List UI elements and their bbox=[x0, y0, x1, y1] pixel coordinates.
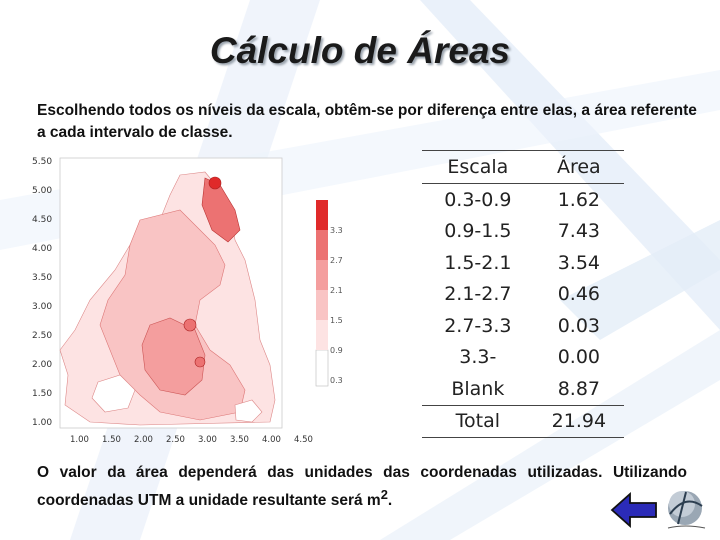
contour-level-2 bbox=[99, 209, 246, 421]
total-value: 21.94 bbox=[533, 404, 624, 438]
colorbar-segment-4 bbox=[316, 230, 328, 260]
colorbar-labels: 3.3 2.7 2.1 1.5 0.9 0.3 bbox=[330, 226, 343, 385]
table-total-row: Total 21.94 bbox=[422, 404, 624, 438]
map-x-tick: 4.50 bbox=[294, 435, 313, 445]
map-x-tick: 1.50 bbox=[102, 435, 121, 445]
back-arrow-icon bbox=[610, 491, 657, 529]
table-row: 2.7-3.3 0.03 bbox=[422, 310, 624, 342]
row-scale: 2.1-2.7 bbox=[444, 283, 512, 306]
map-y-tick: 4.50 bbox=[32, 215, 52, 225]
contour-peak-center bbox=[194, 356, 206, 368]
map-colorbar bbox=[315, 200, 329, 387]
map-x-tick: 2.50 bbox=[166, 435, 185, 445]
map-y-tick: 5.00 bbox=[32, 186, 52, 196]
map-y-tick: 4.00 bbox=[32, 244, 52, 254]
intro-text: Escolhendo todos os níveis da escala, ob… bbox=[37, 102, 697, 141]
row-area: 3.54 bbox=[557, 251, 600, 274]
contour-level-4 bbox=[201, 177, 241, 243]
map-x-tick: 4.00 bbox=[262, 435, 281, 445]
map-x-tick: 3.00 bbox=[198, 435, 217, 445]
outro-text: O valor da área dependerá das unidades d… bbox=[37, 462, 687, 512]
contour-peak-top bbox=[208, 176, 222, 190]
total-label: Total bbox=[422, 404, 534, 438]
map-x-tick-labels: 1.00 1.50 2.00 2.50 3.00 3.50 4.00 4.50 bbox=[70, 435, 313, 445]
row-scale: 2.7-3.3 bbox=[444, 314, 512, 337]
slide-title: Cálculo de Áreas bbox=[209, 30, 511, 71]
row-scale: 0.9-1.5 bbox=[444, 220, 512, 243]
header-area: Área bbox=[533, 150, 624, 184]
row-area: 0.00 bbox=[557, 346, 600, 369]
colorbar-label: 0.3 bbox=[330, 376, 343, 385]
table-row: 1.5-2.1 3.54 bbox=[422, 247, 624, 279]
colorbar-label: 0.9 bbox=[330, 346, 343, 355]
row-area: 0.03 bbox=[557, 314, 600, 337]
outro-text-main: O valor da área dependerá das unidades d… bbox=[37, 464, 687, 510]
outro-superscript: 2 bbox=[380, 487, 388, 502]
row-scale: 3.3- bbox=[459, 346, 497, 369]
table-row: 3.3- 0.00 bbox=[422, 342, 624, 374]
contour-level-3 bbox=[141, 317, 206, 396]
map-y-tick: 1.00 bbox=[32, 418, 52, 428]
map-x-tick: 3.50 bbox=[230, 435, 249, 445]
row-area: 1.62 bbox=[557, 188, 600, 211]
map-y-tick: 2.50 bbox=[32, 331, 52, 341]
colorbar-segment-5 bbox=[316, 200, 328, 230]
map-y-tick: 1.50 bbox=[32, 389, 52, 399]
contour-blank-hole-2 bbox=[234, 399, 263, 423]
map-x-tick: 1.00 bbox=[70, 435, 89, 445]
table-row: 2.1-2.7 0.46 bbox=[422, 279, 624, 311]
map-y-tick: 2.00 bbox=[32, 360, 52, 370]
colorbar-segment-3 bbox=[316, 260, 328, 290]
table-row: 0.9-1.5 7.43 bbox=[422, 216, 624, 248]
outro-text-end: . bbox=[387, 492, 393, 510]
header-escala: Escala bbox=[422, 150, 534, 184]
contour-map-svg: 5.505.004.504.003.503.002.502.001.501.00… bbox=[32, 157, 343, 445]
table-row: 0.3-0.9 1.62 bbox=[422, 184, 624, 216]
table-header-row: Escala Área bbox=[422, 150, 624, 184]
map-y-tick: 3.50 bbox=[32, 273, 52, 283]
row-area: 0.46 bbox=[557, 283, 600, 306]
colorbar-label: 3.3 bbox=[330, 226, 343, 235]
back-arrow-button[interactable] bbox=[610, 490, 658, 530]
map-y-tick: 5.50 bbox=[32, 157, 52, 167]
contour-map: 5.50 5.00 4.50 4.00 3.50 3.00 2.50 2.00 1.50 1.00… bbox=[30, 150, 360, 450]
contour-peak-mid bbox=[183, 318, 197, 332]
colorbar-segment-blank bbox=[315, 349, 329, 387]
row-area: 7.43 bbox=[557, 220, 600, 243]
institution-logo-icon bbox=[667, 491, 706, 529]
row-scale: 1.5-2.1 bbox=[444, 251, 512, 274]
colorbar-label: 2.7 bbox=[330, 256, 343, 265]
colorbar-segment-1 bbox=[316, 320, 328, 350]
colorbar-label: 1.5 bbox=[330, 316, 343, 325]
row-scale: 0.3-0.9 bbox=[444, 188, 512, 211]
table-row: Blank 8.87 bbox=[422, 373, 624, 405]
contour-blank-hole-1 bbox=[91, 374, 136, 413]
colorbar-segment-2 bbox=[316, 290, 328, 320]
map-y-tick: 3.00 bbox=[32, 302, 52, 312]
row-area: 8.87 bbox=[557, 377, 600, 400]
map-x-tick: 2.00 bbox=[134, 435, 153, 445]
row-scale: Blank bbox=[451, 377, 505, 400]
colorbar-label: 2.1 bbox=[330, 286, 343, 295]
map-y-tick-labels: 5.50 5.00 4.50 4.00 3.50 3.00 2.50 2.00 1.50 1.00 bbox=[32, 157, 52, 428]
area-table: Escala Área 0.3-0.9 1.62 0.9-1.5 7.43 1.… bbox=[422, 150, 624, 438]
